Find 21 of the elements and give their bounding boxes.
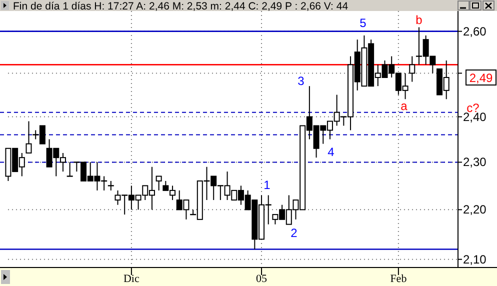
y-tick-label: 2,30 — [463, 155, 487, 170]
annotation: 2 — [290, 226, 298, 240]
candlestick — [409, 56, 416, 82]
annotation: 3 — [298, 74, 305, 88]
x-tick-label: 05 — [256, 273, 268, 285]
y-tick-label: 2,60 — [463, 24, 487, 38]
y-tick-label: 2,20 — [463, 202, 487, 217]
annotation: 5 — [360, 16, 367, 30]
candlestick — [156, 176, 162, 191]
candlestick — [107, 180, 115, 191]
x-tick-label: Feb — [390, 273, 408, 285]
annotation: a — [400, 99, 408, 113]
text: 2,49 — [469, 71, 493, 85]
candlestick — [26, 120, 32, 154]
x-tick-label: Dic — [124, 273, 140, 285]
annotation: 4 — [328, 145, 335, 159]
annotation: b — [416, 13, 423, 27]
y-tick-label: 2,10 — [463, 252, 487, 266]
candlestick — [66, 162, 74, 177]
annotation: 1 — [264, 178, 271, 192]
chart-title: Fin de día 1 días H: 17:27 A: 2,46 M: 2,53 m: 2,44 C: 2,49 P : 2,66 V: 44 — [13, 0, 348, 12]
